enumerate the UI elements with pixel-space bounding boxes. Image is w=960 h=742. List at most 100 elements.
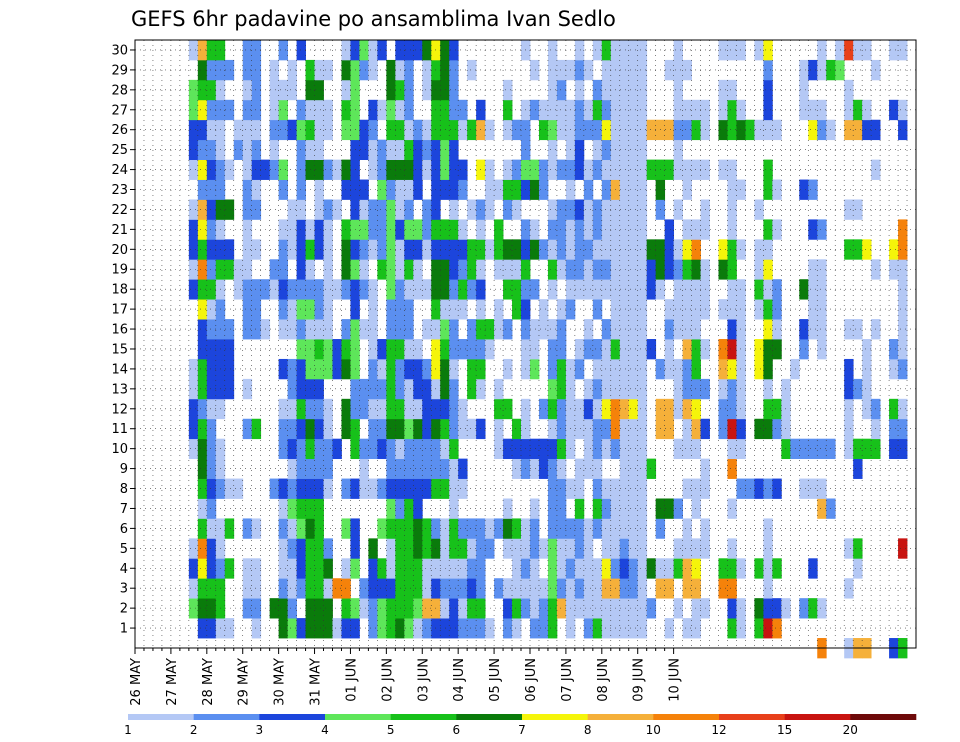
heatmap-cell [323,319,333,340]
heatmap-cell [314,159,324,180]
heatmap-cell [817,299,827,320]
heatmap-cell [592,199,603,220]
heatmap-cell [727,578,737,599]
heatmap-cell [547,578,558,599]
colorbar-swatch [325,714,391,720]
heatmap-cell [296,498,306,519]
heatmap-cell [197,458,208,479]
heatmap-cell [898,398,908,420]
heatmap-cell [763,378,773,400]
heatmap-cell [251,239,262,260]
heatmap-cell [529,438,540,460]
heatmap-cell [835,40,845,61]
heatmap-cell [799,99,809,121]
heatmap-cell [440,558,450,579]
heatmap-cell [817,598,827,619]
heatmap-cell [278,40,289,61]
y-tick-label: 10 [111,442,128,457]
heatmap-cell [844,418,854,440]
heatmap-cell [736,319,746,340]
heatmap-cell [583,398,594,420]
heatmap-cell [197,578,208,599]
heatmap-cell [314,319,324,340]
heatmap-cell [619,159,630,180]
heatmap-cell [188,358,199,380]
heatmap-cell [242,378,253,400]
y-tick-label: 20 [111,243,128,258]
heatmap-cell [673,279,683,300]
heatmap-cell [637,518,648,539]
heatmap-cell [637,139,648,160]
heatmap-cell [323,458,333,479]
heatmap-cell [592,299,603,320]
heatmap-cell [206,518,217,539]
heatmap-cell [601,378,612,400]
heatmap-cell [619,279,630,300]
heatmap-cell [503,239,513,260]
heatmap-cell [287,79,297,101]
heatmap-cell [467,578,477,599]
heatmap-cell [682,299,692,320]
heatmap-cell [691,99,701,121]
heatmap-cell [458,339,468,360]
heatmap-cell [485,518,495,539]
heatmap-cell [862,378,872,400]
heatmap-cell [188,139,199,160]
heatmap-cell [673,79,683,101]
heatmap-cell [583,598,594,619]
heatmap-cell [440,578,450,599]
heatmap-cell [323,418,333,440]
heatmap-cell [736,179,746,200]
heatmap-cell [772,558,782,579]
heatmap-cell [323,259,333,280]
heatmap-cell [538,538,549,559]
heatmap-cell [538,119,549,141]
heatmap-cell [889,438,899,460]
heatmap-cell [898,99,908,121]
heatmap-cell [583,438,594,460]
heatmap-cell [736,438,746,460]
heatmap-cell [413,558,423,579]
heatmap-cell [628,239,639,260]
heatmap-cell [413,618,423,639]
heatmap-cell [404,618,414,639]
heatmap-cell [556,79,567,101]
heatmap-cell [844,99,854,121]
heatmap-cell [853,40,863,61]
heatmap-cell [512,538,522,559]
heatmap-cell [242,99,253,121]
heatmap-cell [341,219,351,240]
heatmap-cell [503,79,513,101]
heatmap-cell [377,199,387,220]
heatmap-cell [368,239,378,260]
heatmap-cell [889,99,899,121]
heatmap-cell [449,458,459,479]
heatmap-cell [206,219,217,240]
heatmap-cell [772,179,782,200]
heatmap-cell [898,279,908,300]
heatmap-cell [799,59,809,81]
heatmap-cell [440,79,450,101]
heatmap-cell [547,119,558,141]
heatmap-cell [628,378,639,400]
heatmap-cell [574,558,585,579]
heatmap-cell [206,159,217,180]
heatmap-cell [736,478,746,499]
heatmap-cell [197,239,208,260]
heatmap-cell [763,99,773,121]
heatmap-cell [278,179,289,200]
heatmap-cell [529,279,540,300]
heatmap-cell [646,339,657,360]
heatmap-cell [512,239,522,260]
heatmap-cell [440,438,450,460]
colorbar-swatch [653,714,720,720]
heatmap-cell [368,199,378,220]
heatmap-cell [404,498,414,519]
heatmap-cell [251,159,262,180]
heatmap-cell [628,438,639,460]
heatmap-cell [673,259,683,280]
heatmap-cell [754,259,764,280]
heatmap-cell [781,398,791,420]
heatmap-cell [512,199,522,220]
heatmap-cell [296,279,306,300]
